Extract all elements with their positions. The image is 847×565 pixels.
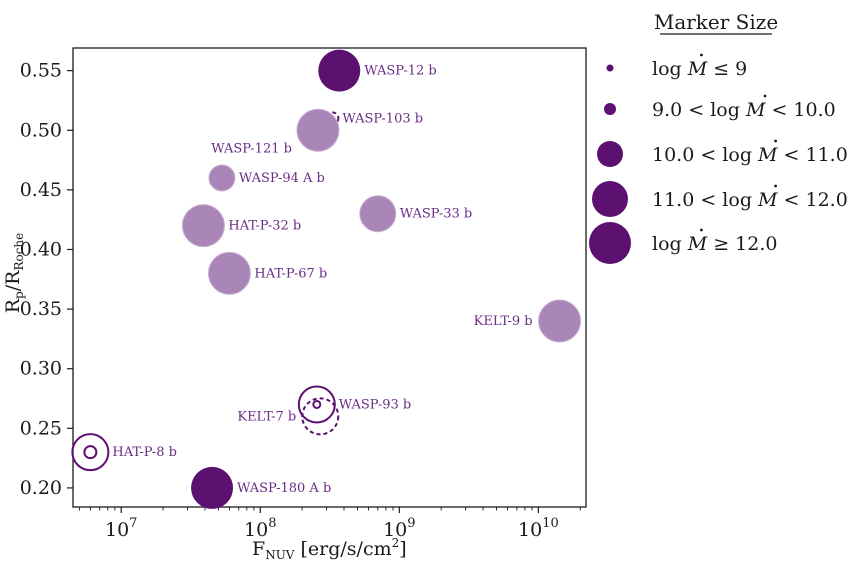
m-dot-accent <box>774 139 777 143</box>
point-wasp-93-b-outer <box>297 385 336 424</box>
x-axis-label: FNUV [erg/s/cm2] <box>252 536 407 562</box>
point-label: HAT-P-67 b <box>254 266 327 281</box>
data-points <box>71 49 582 509</box>
svg-text:Rp/RRoche: Rp/RRoche <box>2 233 26 314</box>
point-label: WASP-33 b <box>400 207 472 222</box>
point-label: WASP-12 b <box>364 64 436 79</box>
y-tick-label: 0.50 <box>20 119 62 141</box>
svg-text:FNUV [erg/s/cm2]: FNUV [erg/s/cm2] <box>252 536 407 562</box>
legend-marker <box>604 103 616 115</box>
point-label: WASP-93 b <box>339 397 411 412</box>
point-labels: WASP-12 b WASP-103 b WASP-121 b WASP-94 A b… <box>112 64 532 496</box>
point-kelt-7-b <box>301 397 340 436</box>
legend-entry-label: log M ≤ 9 <box>652 58 747 80</box>
point-wasp-94-a-b <box>208 164 236 192</box>
legend-entry-label: 9.0 < log M < 10.0 <box>652 99 836 121</box>
legend-entry-label: 10.0 < log M < 11.0 <box>652 144 847 166</box>
legend-marker <box>592 181 628 217</box>
y-axis-label: Rp/RRoche <box>2 233 26 314</box>
point-label: WASP-180 A b <box>237 481 331 496</box>
point-label: HAT-P-32 b <box>228 219 301 234</box>
point-wasp-121-b <box>296 108 340 152</box>
y-tick-label: 0.35 <box>20 298 62 320</box>
m-dot-accent <box>700 53 703 57</box>
point-hat-p-8-b-inner <box>83 445 98 460</box>
point-label: KELT-9 b <box>474 314 533 329</box>
point-hat-p-32-b <box>181 204 225 248</box>
point-kelt-9-b <box>538 299 582 343</box>
point-label: KELT-7 b <box>237 409 296 424</box>
point-hat-p-8-b-outer <box>71 433 110 472</box>
x-tick-label: 1010 <box>518 516 559 541</box>
point-label: WASP-94 A b <box>239 171 325 186</box>
x-tick-label: 107 <box>105 516 137 541</box>
y-tick-label: 0.25 <box>20 417 62 439</box>
x-axis: 107 108 109 1010 <box>78 507 581 541</box>
plot-frame <box>72 47 587 508</box>
y-tick-label: 0.30 <box>20 358 62 380</box>
point-wasp-180-a-b <box>191 466 234 509</box>
y-tick-label: 0.40 <box>20 238 62 260</box>
point-label: WASP-103 b <box>342 111 423 126</box>
legend-marker <box>606 64 614 72</box>
legend-title: Marker Size <box>654 10 778 34</box>
legend-entry-label: 11.0 < log M < 12.0 <box>652 189 847 211</box>
point-hat-p-67-b <box>207 251 251 295</box>
x-tick-label: 109 <box>383 516 415 541</box>
legend-marker <box>597 141 623 167</box>
y-axis: 0.20 0.25 0.30 0.35 0.40 0.45 0.50 0.55 <box>20 60 73 499</box>
m-dot-accent <box>763 94 767 98</box>
x-tick-label: 108 <box>244 516 276 541</box>
legend-entry-label: log M ≥ 12.0 <box>652 233 778 255</box>
point-wasp-93-b-inner <box>312 399 322 409</box>
point-wasp-33-b <box>359 195 397 233</box>
y-tick-label: 0.55 <box>20 60 62 82</box>
point-label: WASP-121 b <box>211 141 292 156</box>
m-dot-accent <box>774 184 777 188</box>
y-tick-label: 0.45 <box>20 179 62 201</box>
legend: Marker Size log M ≤ 9 9.0 < log M < 10.0 1… <box>589 10 847 264</box>
y-tick-label: 0.20 <box>20 477 62 499</box>
point-wasp-12-b <box>318 49 361 92</box>
m-dot-accent <box>700 228 703 232</box>
point-label: HAT-P-8 b <box>112 445 177 460</box>
legend-marker <box>589 222 631 264</box>
